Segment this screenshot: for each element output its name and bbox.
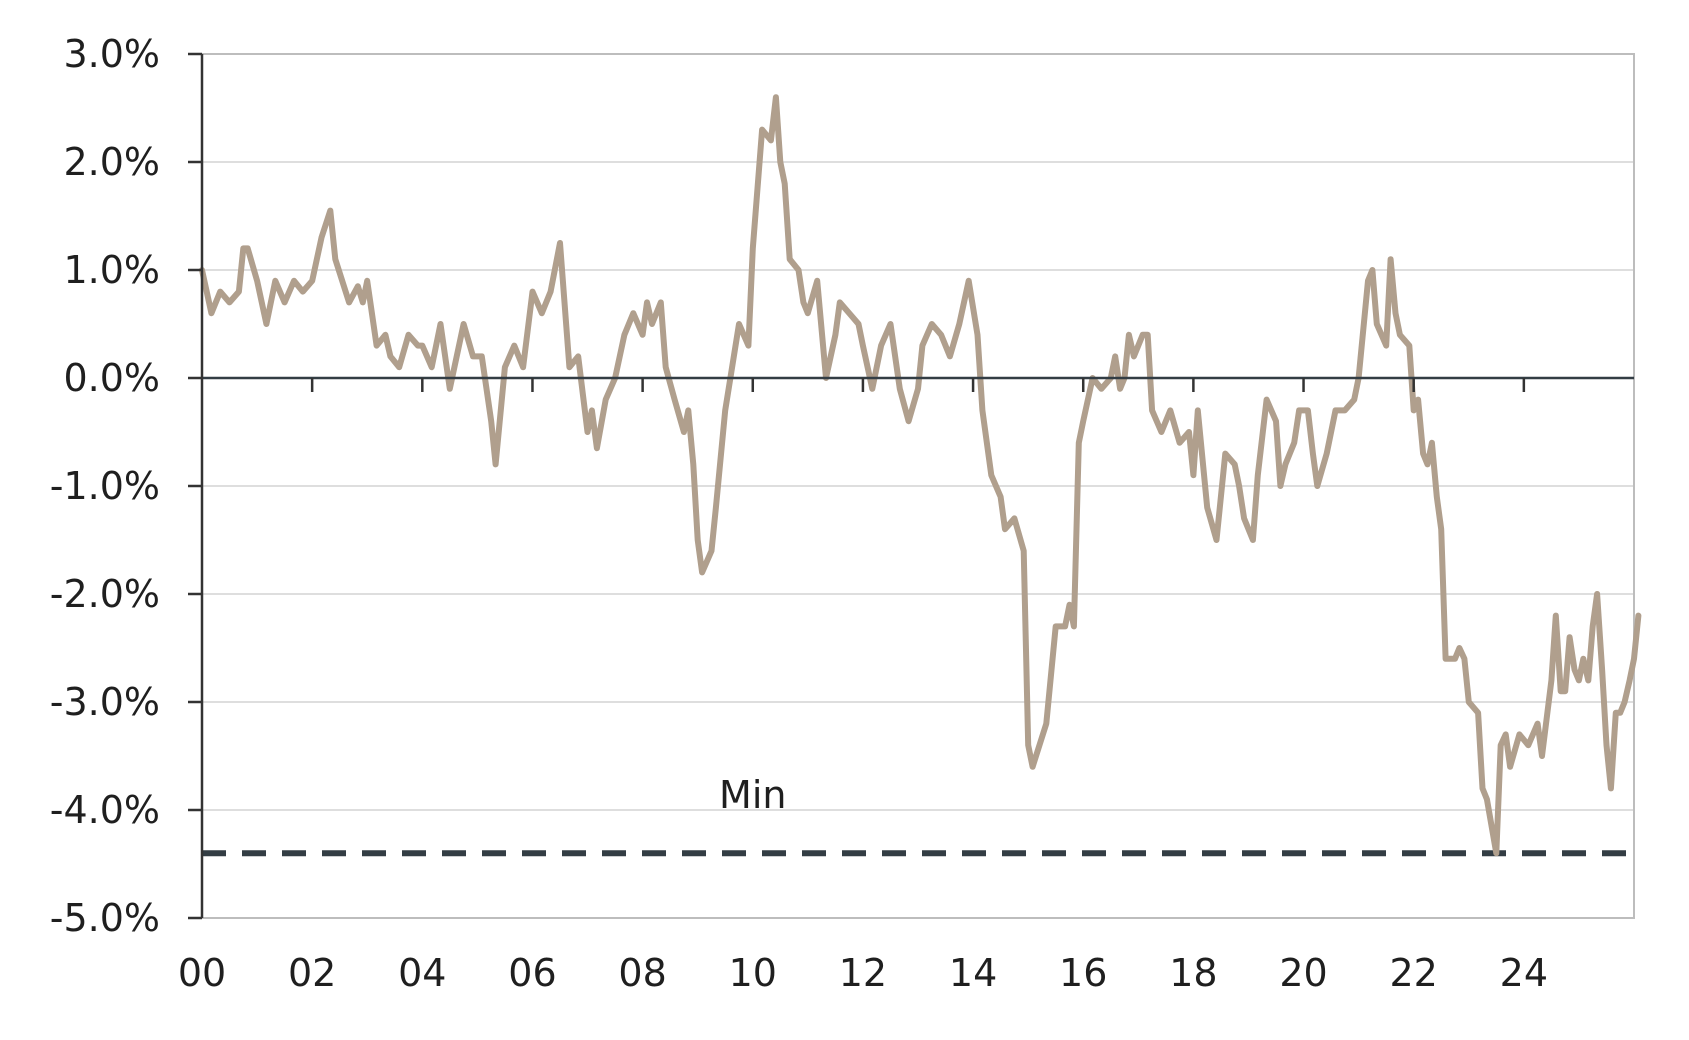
y-tick-label: 0.0% — [63, 356, 160, 400]
x-tick-label: 12 — [839, 951, 887, 995]
x-tick-label: 18 — [1169, 951, 1217, 995]
y-tick-label: 3.0% — [63, 32, 160, 76]
x-tick-label: 04 — [398, 951, 446, 995]
reference-line-group: Min — [202, 773, 1634, 857]
x-tick-label: 10 — [729, 951, 777, 995]
x-tick-label: 16 — [1059, 951, 1107, 995]
gridlines — [202, 53, 1634, 919]
x-tick-label: 24 — [1500, 951, 1548, 995]
y-tick-label: -3.0% — [50, 680, 160, 724]
x-tick-label: 14 — [949, 951, 997, 995]
series-line-0 — [199, 94, 1642, 857]
y-axis-ticks: 3.0% 2.0% 1.0% 0.0% -1.0% -2.0% -3.0% -4.0% -5.0… — [50, 32, 202, 940]
x-tick-label: 22 — [1390, 951, 1438, 995]
y-tick-label: -2.0% — [50, 572, 160, 616]
y-tick-label: 1.0% — [63, 248, 160, 292]
y-tick-label: -4.0% — [50, 788, 160, 832]
x-tick-label: 08 — [618, 951, 666, 995]
y-tick-label: -1.0% — [50, 464, 160, 508]
x-tick-label: 00 — [178, 951, 226, 995]
x-tick-label: 02 — [288, 951, 336, 995]
series-group — [199, 94, 1642, 857]
x-axis-ticks: 00 02 04 06 08 10 12 14 16 18 20 22 24 — [178, 378, 1548, 995]
y-tick-label: -5.0% — [50, 896, 160, 940]
y-tick-label: 2.0% — [63, 140, 160, 184]
min-annotation-label: Min — [719, 773, 786, 817]
x-tick-label: 20 — [1279, 951, 1327, 995]
x-tick-label: 06 — [508, 951, 556, 995]
